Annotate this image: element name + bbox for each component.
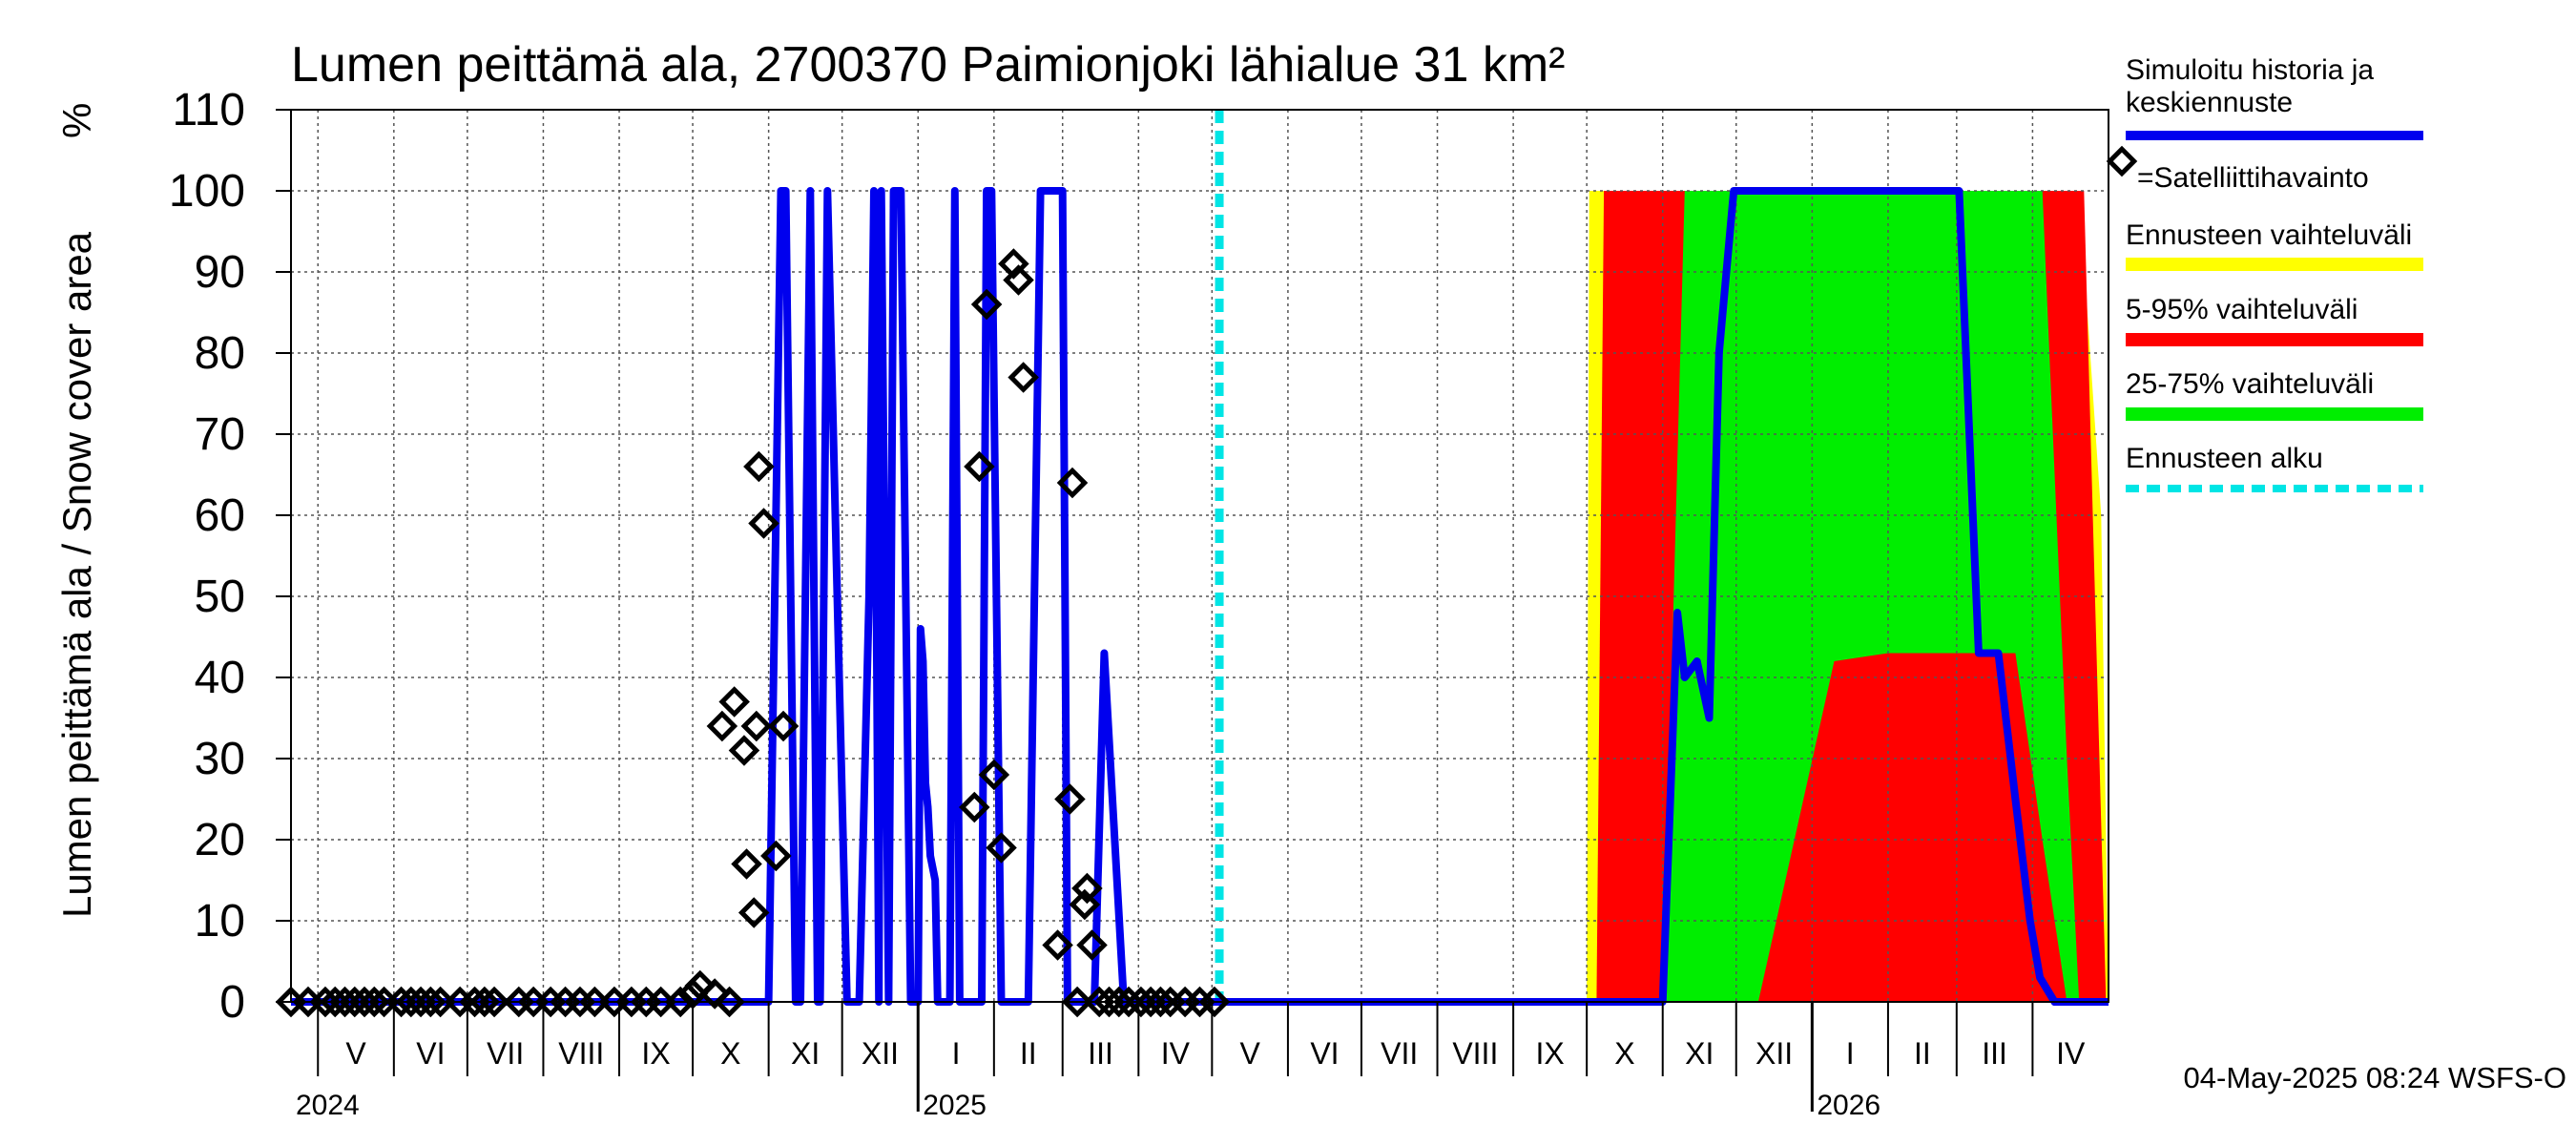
satellite-point-13 xyxy=(425,986,456,1018)
satellite-point-19 xyxy=(517,986,550,1018)
legend-satellite-marker xyxy=(2106,145,2138,177)
satellite-point-49 xyxy=(1003,264,1034,296)
satellite-point-53 xyxy=(1056,467,1089,499)
satellite-point-27 xyxy=(645,986,676,1018)
x-month-label-9: II xyxy=(1020,1036,1037,1071)
y-ticks: 0 10 20 30 40 50 60 70 80 90 100 110 xyxy=(169,85,291,1028)
x-month-label-2: VII xyxy=(487,1036,524,1071)
satellite-point-45 xyxy=(970,288,1003,321)
y-tick-label-80: 80 xyxy=(195,328,245,379)
x-month-label-17: X xyxy=(1614,1036,1634,1071)
timestamp: 04-May-2025 08:24 WSFS-O xyxy=(2184,1061,2566,1094)
y-tick-label-40: 40 xyxy=(195,653,245,703)
satellite-point-39 xyxy=(743,450,775,483)
x-month-label-4: IX xyxy=(641,1036,670,1071)
band-3 xyxy=(1662,191,2080,1002)
satellite-point-32 xyxy=(714,986,745,1018)
legend: Simuloitu historia ja keskiennuste =Sate… xyxy=(2106,54,2423,492)
legend-p5-95: 5-95% vaihteluväli xyxy=(2126,294,2358,325)
satellite-point-47 xyxy=(986,832,1017,864)
x-month-label-3: VIII xyxy=(558,1036,604,1071)
satellite-point-40 xyxy=(748,508,779,539)
satellite-point-36 xyxy=(731,848,762,880)
satellite-point-23 xyxy=(579,986,611,1018)
y-tick-label-30: 30 xyxy=(195,734,245,784)
satellite-point-68 xyxy=(1198,986,1231,1018)
satellite-point-57 xyxy=(1076,929,1108,961)
x-month-label-18: XI xyxy=(1685,1036,1714,1071)
legend-p25-75: 25-75% vaihteluväli xyxy=(2126,368,2374,400)
x-month-label-13: VI xyxy=(1310,1036,1339,1071)
plot-frame xyxy=(290,109,2109,1003)
x-month-label-8: I xyxy=(952,1036,961,1071)
y-unit: % xyxy=(54,103,99,138)
satellite-point-43 xyxy=(959,791,990,823)
satellite-point-56 xyxy=(1071,872,1103,905)
legend-sim-line1: Simuloitu historia ja xyxy=(2126,54,2374,86)
y-tick-label-20: 20 xyxy=(195,815,245,865)
satellite-point-33 xyxy=(706,710,738,742)
x-month-label-14: VII xyxy=(1381,1036,1418,1071)
x-year-label-2: 2026 xyxy=(1817,1090,1880,1121)
satellite-point-42 xyxy=(767,710,800,742)
satellite-point-28 xyxy=(664,986,696,1018)
satellite-point-50 xyxy=(1008,362,1039,393)
satellite-point-46 xyxy=(978,759,1010,791)
satellite-point-54 xyxy=(1061,986,1093,1018)
y-tick-label-70: 70 xyxy=(195,409,245,460)
legend-envelope: Ennusteen vaihteluväli xyxy=(2126,219,2412,251)
x-month-label-7: XII xyxy=(862,1036,899,1071)
y-tick-label-10: 10 xyxy=(195,896,245,947)
satellite-point-37 xyxy=(737,897,770,928)
legend-forecast-start: Ennusteen alku xyxy=(2126,443,2323,474)
satellite-point-34 xyxy=(718,686,750,718)
satellite-point-52 xyxy=(1054,783,1086,815)
satellite-point-0 xyxy=(275,986,307,1018)
satellite-points xyxy=(275,248,1231,1018)
x-month-label-15: VIII xyxy=(1452,1036,1498,1071)
satellite-point-1 xyxy=(292,986,324,1018)
y-axis-label: Lumen peittämä ala / Snow cover area xyxy=(54,231,99,918)
x-month-label-10: III xyxy=(1088,1036,1113,1071)
x-month-label-23: IV xyxy=(2056,1036,2086,1071)
x-month-label-21: II xyxy=(1914,1036,1931,1071)
legend-satellite: =Satelliittihavainto xyxy=(2137,162,2369,194)
satellite-point-38 xyxy=(740,710,773,742)
grid-lines xyxy=(291,109,2109,1002)
y-tick-label-0: 0 xyxy=(219,977,245,1028)
x-month-label-19: XII xyxy=(1755,1036,1793,1071)
y-tick-label-60: 60 xyxy=(195,490,245,541)
satellite-point-44 xyxy=(964,450,995,483)
x-year-label-0: 2024 xyxy=(296,1090,360,1121)
y-tick-label-90: 90 xyxy=(195,247,245,298)
x-month-label-0: V xyxy=(345,1036,366,1071)
x-month-label-1: VI xyxy=(416,1036,445,1071)
x-axis: V VI VII VIII IX X XI XII I II III IV V VI VII VIII IX X X… xyxy=(296,1002,2086,1121)
chart-title: Lumen peittämä ala, 2700370 Paimionjoki … xyxy=(291,37,1565,93)
y-tick-label-50: 50 xyxy=(195,572,245,622)
legend-sim-line2: keskiennuste xyxy=(2126,87,2293,118)
x-month-label-22: III xyxy=(1982,1036,2007,1071)
satellite-point-51 xyxy=(1042,929,1073,961)
x-month-label-11: IV xyxy=(1161,1036,1191,1071)
x-month-label-6: XI xyxy=(791,1036,820,1071)
satellite-point-8 xyxy=(368,986,400,1018)
satellite-point-41 xyxy=(760,840,792,872)
satellite-point-35 xyxy=(728,735,760,766)
x-year-label-1: 2025 xyxy=(923,1090,987,1121)
satellite-point-17 xyxy=(478,986,510,1018)
x-month-label-16: IX xyxy=(1536,1036,1565,1071)
x-month-label-20: I xyxy=(1846,1036,1855,1071)
satellite-point-24 xyxy=(598,986,631,1018)
x-month-label-12: V xyxy=(1239,1036,1260,1071)
x-month-label-5: X xyxy=(720,1036,740,1071)
y-tick-label-100: 100 xyxy=(169,166,245,217)
y-tick-label-110: 110 xyxy=(172,85,245,135)
